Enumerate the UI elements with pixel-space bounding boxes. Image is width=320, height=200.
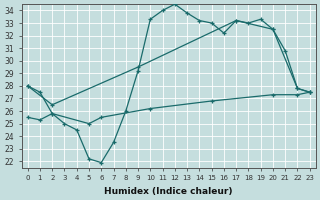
X-axis label: Humidex (Indice chaleur): Humidex (Indice chaleur) [104,187,233,196]
